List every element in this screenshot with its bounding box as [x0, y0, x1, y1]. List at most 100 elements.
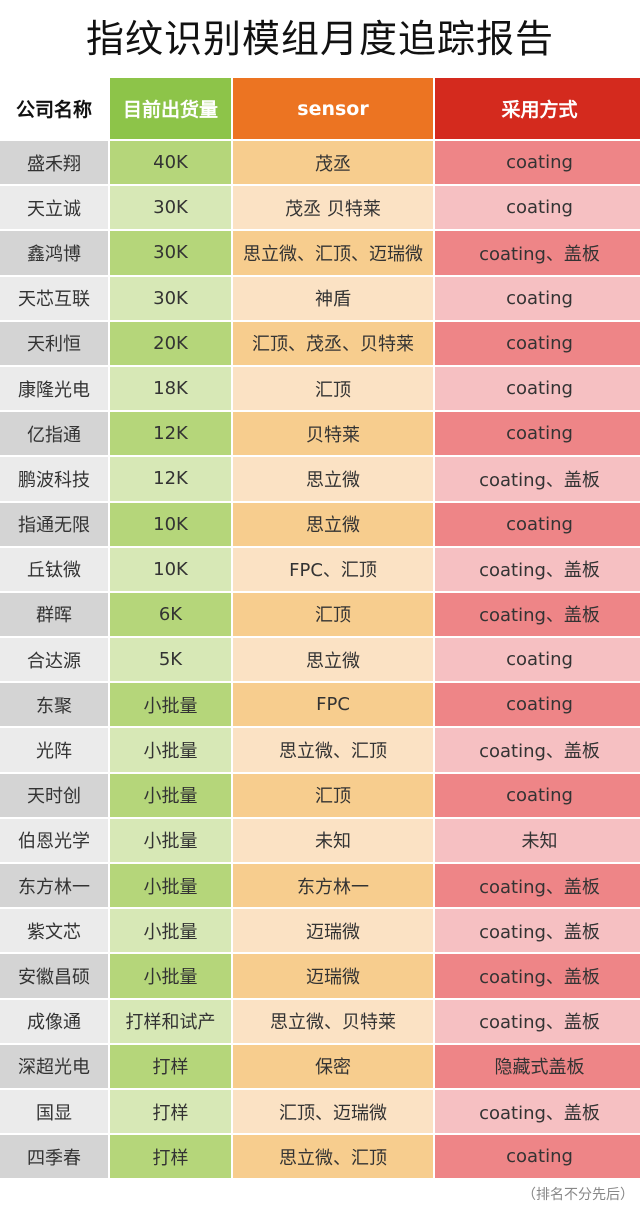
shipment-cell: 小批量: [110, 773, 231, 817]
company-cell: 天时创: [0, 773, 108, 817]
table-row: 天立诚 30K 茂丞 贝特莱 coating: [0, 186, 640, 230]
table-row: 指通无限 10K 思立微 coating: [0, 502, 640, 546]
sensor-cell: FPC: [233, 683, 433, 727]
shipment-cell: 打样和试产: [110, 999, 231, 1043]
shipment-cell: 小批量: [110, 683, 231, 727]
sensor-cell: 汇顶: [233, 592, 433, 637]
shipment-cell: 打样: [110, 1089, 231, 1134]
table-row: 群晖 6K 汇顶 coating、盖板: [0, 592, 640, 637]
company-cell: 丘钛微: [0, 547, 108, 591]
method-cell: coating、盖板: [435, 547, 640, 591]
shipment-cell: 40K: [110, 141, 231, 185]
sensor-cell: 迈瑞微: [233, 954, 433, 998]
method-cell: coating、盖板: [435, 864, 640, 908]
shipment-cell: 小批量: [110, 909, 231, 953]
sensor-cell: 保密: [233, 1044, 433, 1088]
header-shipment: 目前出货量: [110, 78, 231, 139]
company-cell: 盛禾翔: [0, 141, 108, 185]
table-row: 东聚 小批量 FPC coating: [0, 683, 640, 727]
sensor-cell: 思立微、汇顶: [233, 728, 433, 772]
shipment-cell: 打样: [110, 1135, 231, 1179]
shipment-cell: 小批量: [110, 818, 231, 862]
method-cell: coating、盖板: [435, 231, 640, 275]
sensor-cell: 思立微: [233, 502, 433, 546]
company-cell: 国显: [0, 1089, 108, 1134]
shipment-cell: 12K: [110, 412, 231, 456]
method-cell: coating: [435, 638, 640, 682]
method-cell: coating、盖板: [435, 1089, 640, 1134]
table-row: 深超光电 打样 保密 隐藏式盖板: [0, 1044, 640, 1088]
method-cell: coating、盖板: [435, 728, 640, 772]
sensor-cell: 东方林一: [233, 864, 433, 908]
shipment-cell: 30K: [110, 186, 231, 230]
shipment-cell: 18K: [110, 366, 231, 411]
method-cell: coating、盖板: [435, 909, 640, 953]
company-cell: 鑫鸿博: [0, 231, 108, 275]
table-row: 伯恩光学 小批量 未知 未知: [0, 818, 640, 862]
tracking-table: 公司名称 目前出货量 sensor 采用方式 盛禾翔 40K 茂丞 coating 天立…: [0, 76, 640, 1180]
shipment-cell: 6K: [110, 592, 231, 637]
method-cell: coating: [435, 321, 640, 365]
method-cell: 隐藏式盖板: [435, 1044, 640, 1088]
table-row: 天时创 小批量 汇顶 coating: [0, 773, 640, 817]
company-cell: 东聚: [0, 683, 108, 727]
header-method: 采用方式: [435, 78, 640, 139]
header-company: 公司名称: [0, 78, 108, 139]
company-cell: 天芯互联: [0, 276, 108, 320]
company-cell: 指通无限: [0, 502, 108, 546]
method-cell: coating: [435, 773, 640, 817]
method-cell: coating: [435, 502, 640, 546]
table-row: 鑫鸿博 30K 思立微、汇顶、迈瑞微 coating、盖板: [0, 231, 640, 275]
company-cell: 伯恩光学: [0, 818, 108, 862]
sensor-cell: 汇顶、茂丞、贝特莱: [233, 321, 433, 365]
table-row: 合达源 5K 思立微 coating: [0, 638, 640, 682]
header-row: 公司名称 目前出货量 sensor 采用方式: [0, 78, 640, 139]
sensor-cell: 茂丞: [233, 141, 433, 185]
table-row: 紫文芯 小批量 迈瑞微 coating、盖板: [0, 909, 640, 953]
method-cell: coating: [435, 141, 640, 185]
sensor-cell: 思立微: [233, 638, 433, 682]
sensor-cell: 汇顶: [233, 366, 433, 411]
shipment-cell: 打样: [110, 1044, 231, 1088]
table-row: 国显 打样 汇顶、迈瑞微 coating、盖板: [0, 1089, 640, 1134]
method-cell: coating、盖板: [435, 999, 640, 1043]
shipment-cell: 20K: [110, 321, 231, 365]
shipment-cell: 12K: [110, 457, 231, 501]
method-cell: coating、盖板: [435, 592, 640, 637]
shipment-cell: 10K: [110, 547, 231, 591]
table-row: 康隆光电 18K 汇顶 coating: [0, 366, 640, 411]
company-cell: 东方林一: [0, 864, 108, 908]
company-cell: 亿指通: [0, 412, 108, 456]
sensor-cell: 迈瑞微: [233, 909, 433, 953]
table-row: 东方林一 小批量 东方林一 coating、盖板: [0, 864, 640, 908]
company-cell: 鹏波科技: [0, 457, 108, 501]
method-cell: coating、盖板: [435, 457, 640, 501]
table-row: 天利恒 20K 汇顶、茂丞、贝特莱 coating: [0, 321, 640, 365]
sensor-cell: 茂丞 贝特莱: [233, 186, 433, 230]
sensor-cell: 思立微、汇顶: [233, 1135, 433, 1179]
shipment-cell: 小批量: [110, 864, 231, 908]
company-cell: 天利恒: [0, 321, 108, 365]
page-title: 指纹识别模组月度追踪报告: [85, 17, 554, 61]
table-row: 四季春 打样 思立微、汇顶 coating: [0, 1135, 640, 1179]
method-cell: coating: [435, 276, 640, 320]
table-row: 丘钛微 10K FPC、汇顶 coating、盖板: [0, 547, 640, 591]
sensor-cell: FPC、汇顶: [233, 547, 433, 591]
company-cell: 成像通: [0, 999, 108, 1043]
table-row: 安徽昌硕 小批量 迈瑞微 coating、盖板: [0, 954, 640, 998]
sensor-cell: 汇顶、迈瑞微: [233, 1089, 433, 1134]
shipment-cell: 5K: [110, 638, 231, 682]
sensor-cell: 汇顶: [233, 773, 433, 817]
header-sensor: sensor: [233, 78, 433, 139]
table-row: 鹏波科技 12K 思立微 coating、盖板: [0, 457, 640, 501]
company-cell: 深超光电: [0, 1044, 108, 1088]
sensor-cell: 神盾: [233, 276, 433, 320]
sensor-cell: 思立微、贝特莱: [233, 999, 433, 1043]
table-row: 亿指通 12K 贝特莱 coating: [0, 412, 640, 456]
sensor-cell: 思立微、汇顶、迈瑞微: [233, 231, 433, 275]
method-cell: 未知: [435, 818, 640, 862]
company-cell: 康隆光电: [0, 366, 108, 411]
footnote: （排名不分先后）: [522, 1187, 634, 1203]
method-cell: coating: [435, 186, 640, 230]
table-row: 光阵 小批量 思立微、汇顶 coating、盖板: [0, 728, 640, 772]
